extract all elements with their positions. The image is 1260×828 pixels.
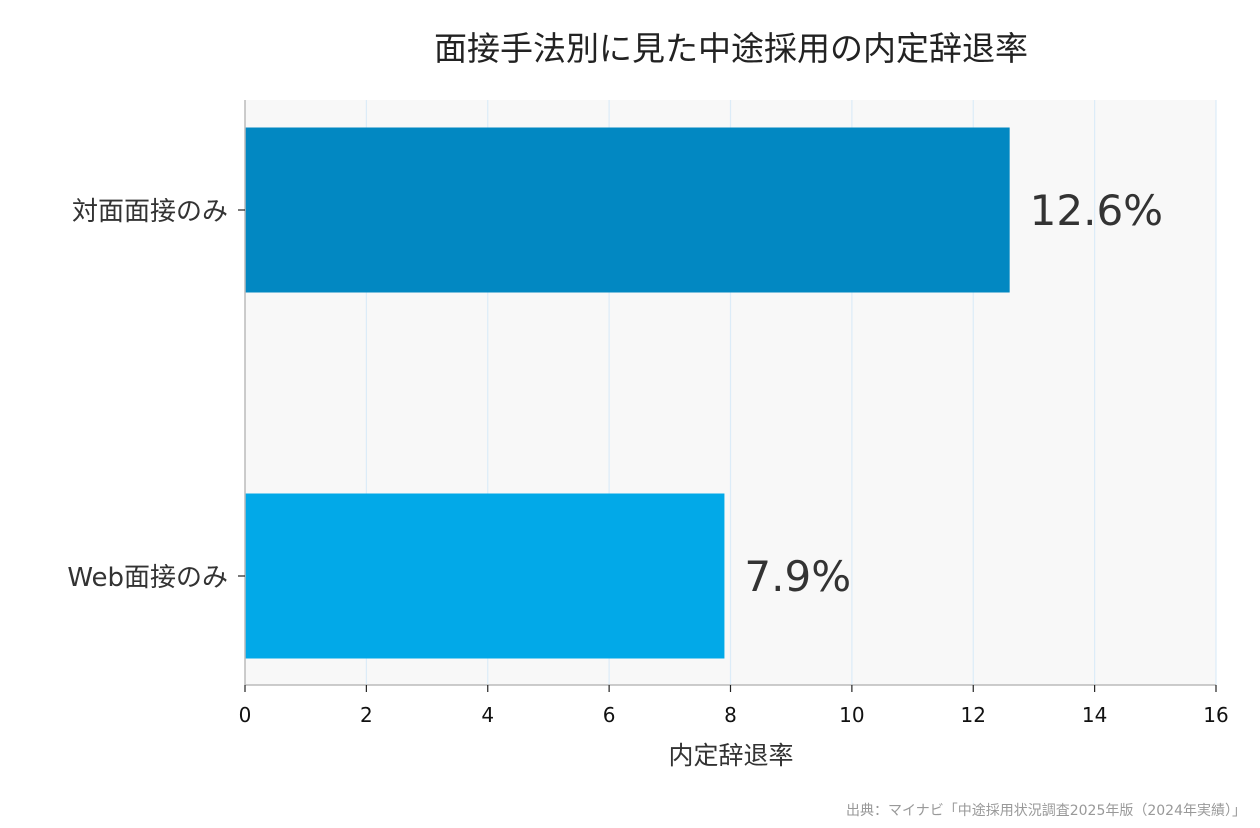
x-tick-label: 4 — [481, 703, 494, 727]
category-label: 対面面接のみ — [72, 197, 228, 227]
x-tick-label: 6 — [603, 703, 616, 727]
data-label: 7.9% — [744, 552, 851, 601]
bar-1 — [245, 127, 1010, 293]
x-tick-label: 10 — [839, 703, 864, 727]
chart-title: 面接手法別に見た中途採用の内定辞退率 — [434, 29, 1028, 68]
x-tick-label: 12 — [961, 703, 986, 727]
x-tick-label: 8 — [724, 703, 737, 727]
labels: 0 2 4 6 8 10 12 14 16 対面面接のみ Web面接のみ 12.6% 7.9% — [67, 186, 1228, 727]
x-tick-label: 16 — [1203, 703, 1228, 727]
bar-2 — [245, 493, 725, 659]
category-label: Web面接のみ — [67, 563, 228, 593]
x-tick-label: 2 — [360, 703, 373, 727]
source-note: 出典：マイナビ「中途採用状況調査2025年版（2024年実績）」 — [846, 802, 1246, 819]
data-label: 12.6% — [1030, 186, 1163, 235]
x-axis-label: 内定辞退率 — [668, 741, 793, 770]
axes — [238, 100, 1217, 692]
x-tick-label: 0 — [239, 703, 252, 727]
bars — [245, 127, 1010, 659]
x-tick-label: 14 — [1082, 703, 1107, 727]
